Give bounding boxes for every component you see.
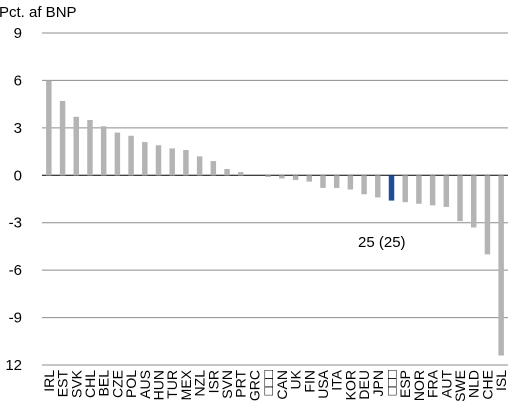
bar bbox=[128, 135, 134, 176]
bar bbox=[429, 175, 436, 206]
x-category-label: AUS bbox=[137, 370, 153, 399]
y-unit-label: Pct. af BNP bbox=[0, 4, 77, 21]
x-category-label: CAN bbox=[274, 370, 290, 400]
annotation-label: 25 (25) bbox=[358, 234, 406, 251]
bar bbox=[73, 116, 80, 176]
x-category-label: FIN bbox=[301, 370, 317, 393]
y-tick-label: 0 bbox=[14, 167, 22, 184]
bars bbox=[46, 80, 504, 356]
x-category-label: USA bbox=[315, 369, 331, 398]
x-category-label: FRA bbox=[425, 369, 441, 398]
y-tick-label: 9 bbox=[14, 25, 22, 42]
x-category-label: ISL bbox=[493, 370, 509, 391]
x-category-label: ITA bbox=[329, 369, 345, 390]
x-category-label: EST bbox=[55, 370, 71, 398]
x-category-label: CHE bbox=[479, 370, 495, 400]
x-category-label: TUR bbox=[164, 370, 180, 399]
bar bbox=[333, 175, 340, 188]
x-category-label: IRL bbox=[41, 370, 57, 392]
bar bbox=[498, 175, 504, 356]
bar bbox=[87, 119, 93, 176]
bar bbox=[484, 175, 491, 255]
x-category-label: KOR bbox=[342, 370, 358, 400]
x-category-label: DEU bbox=[356, 370, 372, 400]
bar bbox=[114, 132, 121, 176]
x-category-label: AUT bbox=[438, 370, 454, 398]
bar bbox=[320, 175, 326, 188]
bar bbox=[59, 100, 66, 176]
bar bbox=[470, 175, 477, 228]
bar bbox=[361, 175, 367, 195]
bar bbox=[292, 175, 299, 181]
bar bbox=[443, 175, 450, 207]
bar bbox=[155, 145, 162, 176]
x-category-label: JPN bbox=[370, 370, 386, 396]
x-category-label: BEL bbox=[96, 370, 112, 397]
x-category-label: CZE bbox=[109, 370, 125, 398]
x-category-label: □□□ bbox=[260, 369, 276, 395]
y-tick-label: -6 bbox=[9, 262, 22, 279]
x-category-label: UK bbox=[288, 369, 304, 389]
bar bbox=[183, 149, 189, 176]
y-tick-label: 6 bbox=[14, 72, 22, 89]
bar bbox=[457, 175, 463, 222]
x-category-label: ESP bbox=[397, 370, 413, 398]
bar bbox=[237, 172, 244, 176]
y-axis-tick-labels: 9 6 3 0 -3 -6 -9 12 bbox=[5, 25, 22, 374]
bar bbox=[210, 161, 217, 176]
bar bbox=[265, 175, 271, 177]
x-category-label: HUN bbox=[151, 370, 167, 400]
bar bbox=[279, 175, 285, 179]
y-tick-label: -9 bbox=[9, 310, 22, 327]
y-tick-label: 3 bbox=[14, 120, 22, 137]
x-axis-category-labels: IRLESTSVKCHLBELCZEPOLAUSHUNTURMEXNZLISRS… bbox=[41, 369, 509, 402]
bar-highlight bbox=[388, 175, 395, 201]
bar bbox=[347, 175, 354, 190]
bar bbox=[224, 168, 230, 176]
bar bbox=[306, 175, 313, 182]
gridlines bbox=[42, 32, 508, 366]
x-category-label: POL bbox=[123, 370, 139, 398]
bar bbox=[46, 80, 52, 176]
x-category-label: □□□ bbox=[384, 369, 400, 395]
x-category-label: NLD bbox=[466, 370, 482, 398]
x-category-label: SVK bbox=[68, 369, 84, 398]
x-category-label: SVN bbox=[219, 370, 235, 399]
bar bbox=[416, 175, 422, 204]
x-category-label: CHL bbox=[82, 370, 98, 398]
x-category-label: NOR bbox=[411, 370, 427, 401]
x-category-label: MEX bbox=[178, 369, 194, 400]
bar bbox=[375, 175, 381, 198]
bar bbox=[100, 126, 107, 176]
y-tick-label: 12 bbox=[5, 357, 22, 374]
bar bbox=[402, 175, 408, 203]
x-category-label: SWE bbox=[452, 370, 468, 402]
x-category-label: PRT bbox=[233, 370, 249, 398]
x-category-label: ISR bbox=[205, 370, 221, 393]
x-category-label: GRC bbox=[246, 370, 262, 401]
y-tick-label: -3 bbox=[9, 215, 22, 232]
bar bbox=[169, 148, 175, 176]
bar bbox=[142, 142, 148, 176]
x-category-label: NZL bbox=[192, 370, 208, 397]
bar bbox=[196, 156, 203, 176]
